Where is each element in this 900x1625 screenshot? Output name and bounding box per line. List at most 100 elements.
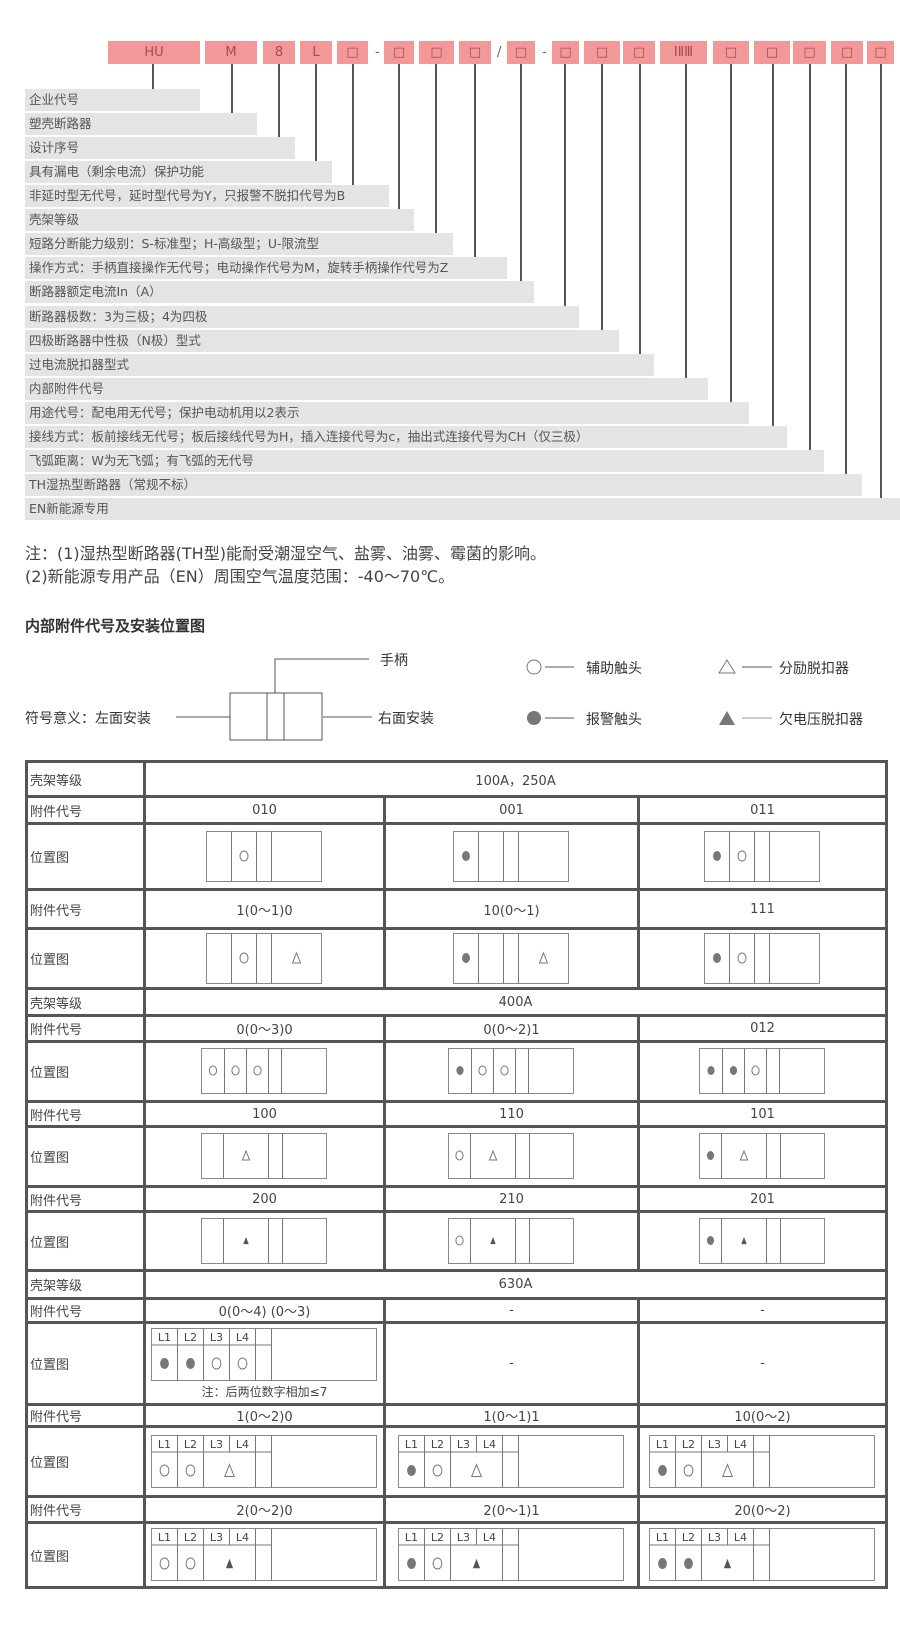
code-label: 附件代号 — [25, 795, 146, 825]
breaker-outline — [704, 932, 821, 984]
breaker-outline — [151, 1327, 377, 1381]
code-segment: 8 — [263, 41, 295, 64]
accessory-code: 200 — [143, 1185, 386, 1213]
accessory-code: 1(0～1)1 — [383, 1403, 640, 1428]
aux-contact-icon — [253, 1065, 262, 1076]
code-row: 用途代号：配电用无代号；保护电动机用以2表示 — [25, 401, 749, 424]
position-diagram — [453, 932, 569, 984]
code-row: TH湿热型断路器（常规不标） — [25, 473, 862, 496]
shunt-release-icon — [739, 1149, 749, 1161]
diagram-cell — [383, 1210, 640, 1272]
leader-line — [352, 64, 354, 186]
position-diagram — [206, 830, 322, 882]
code-segment: □ — [507, 41, 535, 64]
code-segment: □ — [793, 41, 826, 64]
leader-line — [772, 64, 774, 426]
frame-value: 100A，250A — [142, 760, 889, 798]
aux-contact-icon — [432, 1464, 443, 1476]
code-separator: - — [375, 45, 380, 60]
pole-label: L2 — [431, 1438, 444, 1451]
position-diagram — [448, 1217, 574, 1264]
accessory-code: 101 — [636, 1100, 889, 1128]
breaker-outline — [201, 1217, 327, 1264]
code-row: 附件代号 010 001 011 — [25, 795, 889, 825]
position-diagram — [699, 1048, 826, 1094]
alarm-contact-icon — [706, 1151, 715, 1160]
diagram-cell — [143, 1040, 386, 1103]
diagram-cell — [636, 1125, 889, 1188]
diagram-row: 位置图 — [25, 1040, 889, 1103]
leader-line — [435, 64, 437, 234]
diagram-cell — [383, 1040, 640, 1103]
diagram-row: 位置图 — [25, 822, 889, 891]
code-segment: □ — [459, 41, 491, 64]
code-row: 操作方式：手柄直接操作无代号；电动操作代号为M，旋转手柄操作代号为Z — [25, 257, 507, 280]
handle-slot — [266, 692, 285, 741]
aux-contact-icon — [185, 1557, 196, 1570]
diagram-cell — [383, 1125, 640, 1188]
shunt-release-icon — [470, 1462, 483, 1477]
code-segment: M — [205, 41, 257, 64]
diagram-cell: L1 L2 L3 L4 — [383, 1425, 640, 1498]
code-segment: IⅡⅢ — [660, 41, 707, 64]
breaker-outline — [453, 830, 569, 882]
diagram-cell — [636, 1210, 889, 1272]
code-label: 附件代号 — [25, 1297, 146, 1324]
aux-contact-icon — [500, 1065, 509, 1076]
pole-label: L1 — [158, 1438, 171, 1451]
undervoltage-release-icon — [490, 1236, 496, 1244]
diagram-cell: L1 L2 L3 L4 — [383, 1521, 640, 1589]
pole-label: L4 — [236, 1531, 249, 1544]
pole-label: L4 — [483, 1438, 496, 1451]
code-row: 飞弧距离：W为无飞弧；有飞弧的无代号 — [25, 449, 824, 472]
code-row: 具有漏电（剩余电流）保护功能 — [25, 161, 332, 184]
breaker-outline — [704, 830, 821, 882]
diagram-label: 位置图 — [25, 1040, 146, 1103]
aux-contact-icon — [159, 1464, 170, 1476]
position-diagram — [448, 1048, 574, 1094]
pole-label: L1 — [158, 1531, 171, 1544]
accessory-code: 2(0～2)0 — [143, 1495, 386, 1524]
legend-uv: 欠电压脱扣器 — [779, 712, 863, 728]
diagram-cell — [636, 1040, 889, 1103]
alarm-contact-icon — [706, 1235, 715, 1245]
breaker-outline — [699, 1133, 826, 1179]
shunt-release-icon — [223, 1462, 236, 1477]
diagram-label: 位置图 — [25, 927, 146, 990]
legend-right: 右面安装 — [378, 711, 434, 727]
shunt-release-icon — [718, 659, 736, 674]
pole-label: L3 — [210, 1331, 223, 1344]
accessory-code: 0(0～3)0 — [143, 1014, 386, 1043]
accessory-code: 001 — [383, 795, 640, 825]
pole-label: L3 — [708, 1438, 721, 1451]
leader-line — [880, 64, 882, 499]
note-1: 注：(1)湿热型断路器(TH型)能耐受潮湿空气、盐雾、油雾、霉菌的影响。 — [25, 544, 546, 563]
alarm-contact-icon — [407, 1464, 416, 1476]
position-diagram: L1 L2 L3 L4 — [398, 1528, 624, 1581]
pole-label: L2 — [184, 1331, 197, 1344]
shunt-release-icon — [538, 951, 549, 963]
breaker-outline — [206, 932, 322, 984]
aux-contact-icon — [208, 1065, 218, 1076]
code-segment: L — [300, 41, 332, 64]
pole-label: L1 — [405, 1531, 418, 1544]
legend-alarm: 报警触头 — [586, 712, 642, 728]
code-row: EN新能源专用 — [25, 498, 900, 521]
code-segment: □ — [623, 41, 655, 64]
leader-line — [231, 64, 233, 114]
code-label: 附件代号 — [25, 1014, 146, 1043]
undervoltage-release-icon — [741, 1236, 747, 1244]
code-row: 非延时型无代号，延时型代号为Y，只报警不脱扣代号为B — [25, 185, 389, 208]
pole-label: L1 — [158, 1331, 171, 1344]
code-segment: HU — [108, 41, 200, 64]
aux-contact-icon — [239, 850, 249, 861]
accessory-code: - — [383, 1297, 640, 1324]
pole-label: L4 — [236, 1331, 249, 1344]
legend-handle: 手柄 — [380, 653, 408, 669]
code-segment: □ — [337, 41, 368, 64]
aux-contact-icon — [159, 1557, 170, 1570]
position-diagram — [201, 1217, 327, 1264]
breaker-outline — [201, 1048, 327, 1094]
diagram-label: 位置图 — [25, 1321, 146, 1406]
leader-line — [520, 64, 522, 282]
